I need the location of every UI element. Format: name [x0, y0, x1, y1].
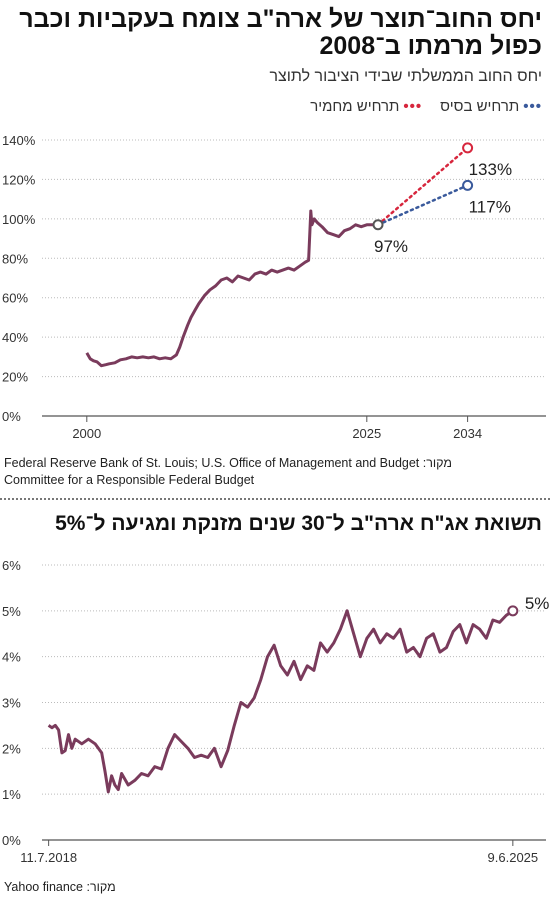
y-tick-label: 0%: [2, 409, 21, 424]
chart2-title: תשואת אג"ח ארה"ב ל־30 שנים מזנקת ומגיעה …: [55, 512, 542, 535]
y-tick-label: 80%: [2, 251, 28, 266]
current-value-label: 5%: [525, 594, 550, 613]
chart2-bond-yield: 0% 1% 2% 3% 4% 5% 6% 11.7.2018 9.6.2025 5%: [2, 558, 550, 865]
series-line: [47, 609, 514, 794]
y-tick-label: 40%: [2, 330, 28, 345]
chart1-subtitle: יחס החוב הממשלתי שבידי הציבור לתוצר: [269, 68, 542, 85]
x-tick-label: 2000: [72, 426, 101, 441]
y-tick-label: 120%: [2, 172, 36, 187]
x-tick-label: 9.6.2025: [488, 850, 539, 865]
legend-base-label: תרחיש בסיס: [440, 98, 520, 115]
chart1-title: יחס החוב־תוצר של ארה"ב צומח בעקביות וכבר…: [19, 5, 542, 60]
chart1-source-line1: Federal Reserve Bank of St. Louis; U.S. …: [4, 456, 452, 470]
projection-line: [376, 184, 469, 227]
current-point: [372, 219, 384, 231]
projection-line: [376, 146, 469, 227]
legend-worst: ••• תרחיש מחמיר: [310, 98, 422, 115]
y-tick-label: 3%: [2, 696, 21, 711]
projection-label: 117%: [469, 197, 511, 216]
y-tick-label: 1%: [2, 787, 21, 802]
legend-worst-swatch: •••: [403, 98, 423, 115]
y-tick-label: 60%: [2, 291, 28, 306]
y-tick-label: 20%: [2, 370, 28, 385]
chart1-source-line2: Committee for a Responsible Federal Budg…: [4, 473, 255, 487]
y-tick-label: 140%: [2, 133, 36, 148]
chart1-legend: ••• תרחיש בסיס ••• תרחיש מחמיר: [310, 98, 542, 115]
chart1-debt-to-gdp: 0% 20% 40% 60% 80% 100% 120% 140% 2000 2025 2034 13…: [2, 133, 546, 441]
section-divider: [0, 498, 550, 500]
projection-label: 133%: [469, 160, 512, 179]
y-tick-label: 5%: [2, 604, 21, 619]
chart2-source: Yahoo finance :מקור: [4, 880, 116, 894]
y-tick-label: 2%: [2, 741, 21, 756]
legend-base: ••• תרחיש בסיס: [440, 98, 542, 115]
y-tick-label: 0%: [2, 833, 21, 848]
projection-endpoint: [462, 179, 474, 191]
x-tick-label: 11.7.2018: [20, 850, 77, 865]
legend-worst-label: תרחיש מחמיר: [310, 98, 400, 115]
y-tick-label: 6%: [2, 558, 21, 573]
y-tick-label: 4%: [2, 650, 21, 665]
legend-base-swatch: •••: [523, 98, 542, 115]
y-tick-label: 100%: [2, 212, 36, 227]
chart1-source: Federal Reserve Bank of St. Louis; U.S. …: [4, 455, 452, 489]
x-tick-label: 2034: [453, 426, 482, 441]
series-line: [85, 209, 378, 368]
projection-endpoint: [462, 142, 474, 154]
current-value-label: 97%: [374, 237, 408, 256]
current-point: [507, 605, 519, 617]
x-tick-label: 2025: [352, 426, 381, 441]
